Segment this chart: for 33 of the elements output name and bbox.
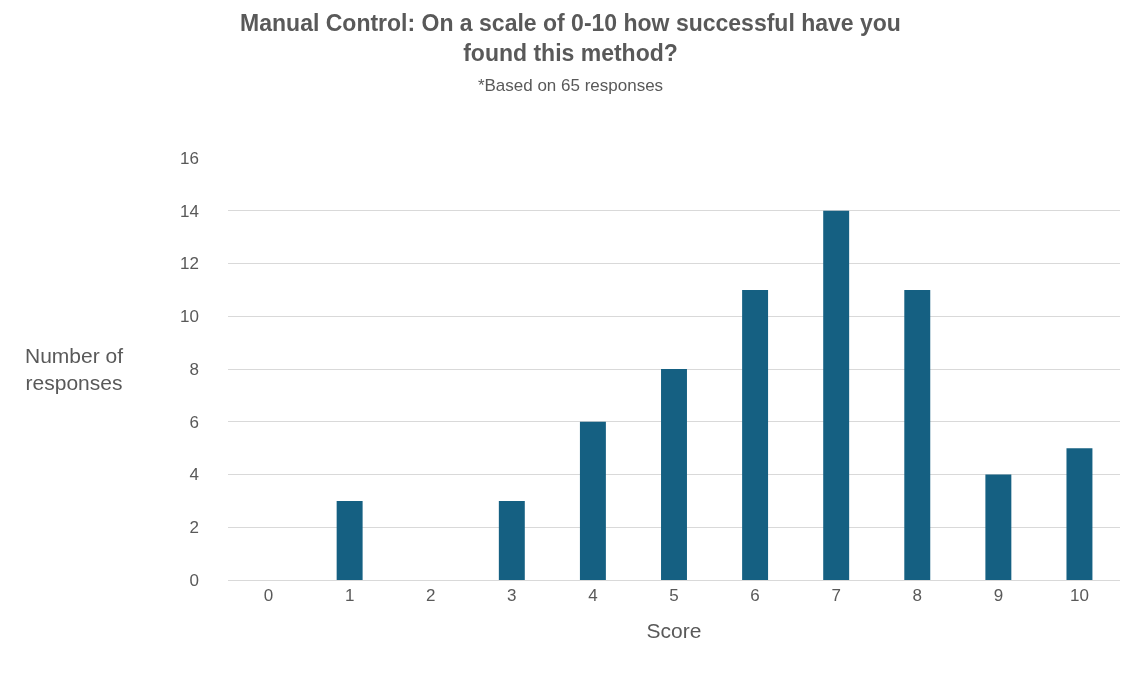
x-tick-label: 10 xyxy=(1069,586,1089,606)
y-tick-label: 2 xyxy=(189,518,199,538)
x-tick-label: 8 xyxy=(912,586,922,606)
y-tick-label: 8 xyxy=(189,359,199,379)
y-tick-label: 16 xyxy=(180,148,199,168)
x-tick-label: 5 xyxy=(669,586,679,606)
x-tick-label: 4 xyxy=(588,586,598,606)
x-axis-title: Score xyxy=(646,618,702,642)
chart-subtitle: *Based on 65 responses xyxy=(477,75,664,95)
bar xyxy=(904,289,931,580)
y-tick-label: 0 xyxy=(189,570,199,590)
x-tick-label: 7 xyxy=(831,586,841,606)
y-tick-label: 12 xyxy=(180,254,199,274)
y-tick-label: 10 xyxy=(180,307,199,327)
bar xyxy=(661,369,687,580)
bar xyxy=(985,474,1012,580)
bar xyxy=(1066,448,1093,580)
bar xyxy=(823,210,850,580)
x-tick-label: 0 xyxy=(263,586,274,606)
y-tick-label: 14 xyxy=(180,201,199,221)
x-tick-label: 3 xyxy=(507,586,517,606)
y-tick-label: 6 xyxy=(189,412,199,432)
x-tick-label: 1 xyxy=(344,586,355,606)
bar xyxy=(498,500,525,580)
x-tick-label: 6 xyxy=(750,586,760,606)
x-tick-label: 9 xyxy=(993,586,1004,606)
bar xyxy=(579,421,606,580)
bar xyxy=(742,289,769,580)
y-tick-label: 4 xyxy=(189,465,199,485)
x-tick-label: 2 xyxy=(426,586,436,606)
chart-title: Manual Control: On a scale of 0-10 how successful have you found this method? xyxy=(240,10,901,66)
y-axis-title: Number of responses xyxy=(25,344,124,395)
bar xyxy=(336,500,363,580)
